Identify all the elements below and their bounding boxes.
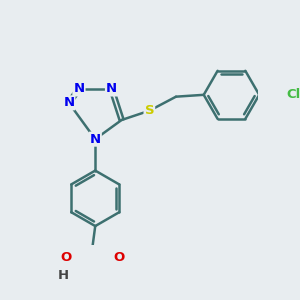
Text: O: O [113,251,124,264]
Text: Cl: Cl [286,88,300,101]
Text: N: N [106,82,117,95]
Text: O: O [61,251,72,264]
Text: N: N [63,96,74,109]
Text: H: H [58,269,69,283]
Text: N: N [74,82,85,95]
Text: N: N [90,133,101,146]
Text: S: S [145,104,154,117]
